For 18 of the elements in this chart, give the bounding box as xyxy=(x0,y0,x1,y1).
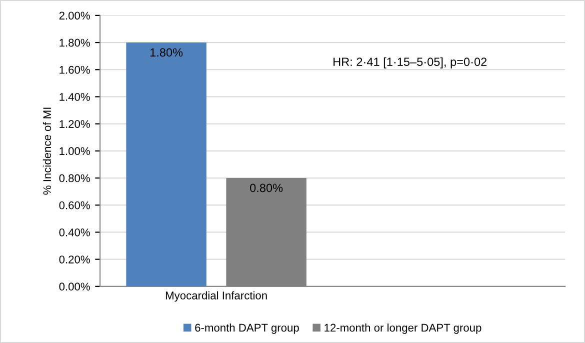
legend-label: 12-month or longer DAPT group xyxy=(324,324,482,334)
y-tick-label: 0.60% xyxy=(59,201,90,210)
y-tick-label: 1.00% xyxy=(60,147,90,156)
data-label: 0.80% xyxy=(250,184,283,192)
y-tick-label: 0.00% xyxy=(59,282,90,291)
y-tick-label: 0.20% xyxy=(59,256,90,264)
y-tick-label: 1.40% xyxy=(60,92,90,101)
y-tick-label: 1.60% xyxy=(60,66,90,74)
y-tick-label: 0.80% xyxy=(59,174,90,182)
y-axis-title: % Incidence of MI xyxy=(42,108,52,195)
y-tick-label: 0.40% xyxy=(59,228,90,236)
annotation: HR: 2·41 [1·15–5·05], p=0·02 xyxy=(334,57,487,68)
data-label: 1.80% xyxy=(150,48,183,57)
y-tick-label: 2.00% xyxy=(59,12,90,20)
y-tick-label: 1.20% xyxy=(60,120,90,128)
legend-label: 6-month DAPT group xyxy=(195,324,299,334)
x-tick-label: Myocardial Infarction xyxy=(166,291,267,302)
y-tick-label: 1.80% xyxy=(60,38,90,47)
